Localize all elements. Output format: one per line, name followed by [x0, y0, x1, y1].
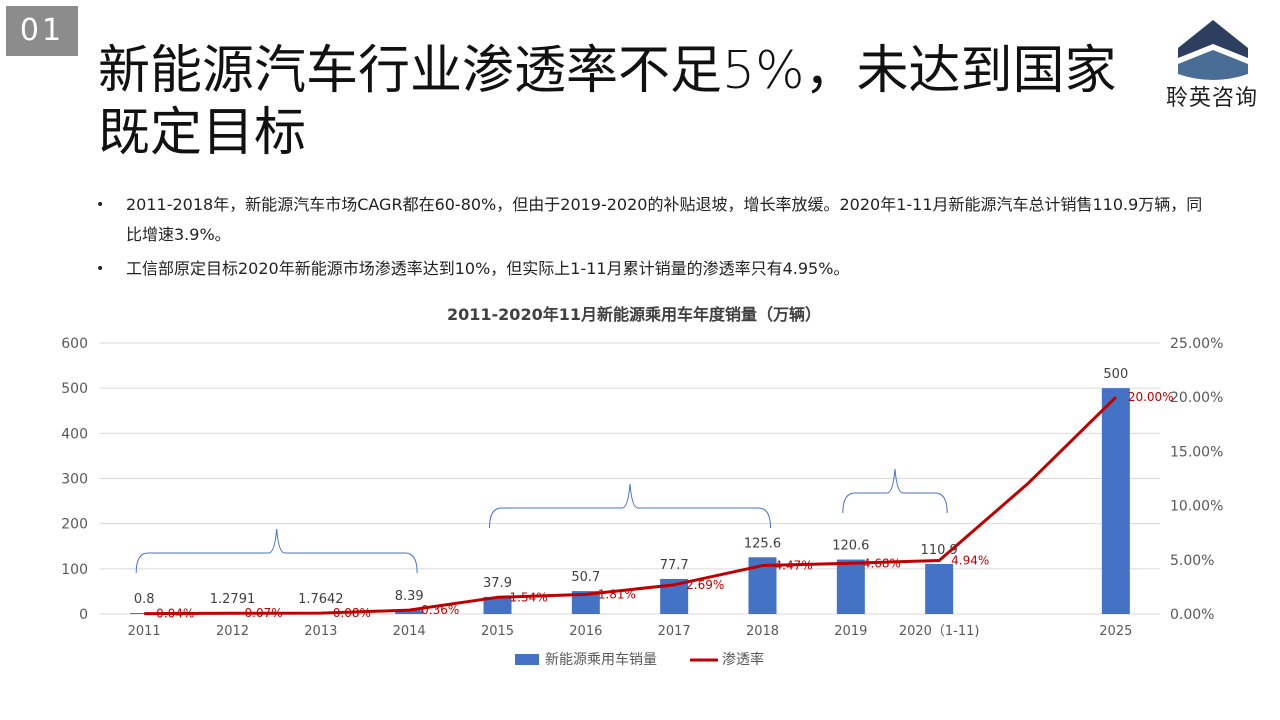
x-tick-label: 2017: [658, 624, 691, 639]
line-value-label: 4.68%: [863, 556, 901, 570]
bar-2019: [836, 559, 865, 614]
x-tick-label: 2020（1-11): [899, 624, 980, 639]
group-bracket: [489, 483, 771, 529]
x-tick-label: 2013: [304, 624, 337, 639]
x-tick-label: 2011: [128, 624, 161, 639]
legend-label-bar: 新能源乘用车销量: [545, 651, 657, 668]
bullet-text: 2011-2018年，新能源汽车市场CAGR都在60-80%，但由于2019-2…: [126, 195, 1203, 244]
y-right-tick-label: 10.00%: [1170, 499, 1223, 515]
bar-value-label: 120.6: [832, 539, 869, 554]
y-right-tick-label: 5.00%: [1170, 553, 1214, 569]
bar-value-label: 0.8: [134, 592, 155, 607]
bar-value-label: 125.6: [744, 536, 781, 551]
line-value-label: 0.08%: [333, 606, 371, 620]
bar-value-label: 500: [1103, 367, 1128, 382]
slide-number-badge: 01: [6, 6, 78, 56]
bar-2015: [483, 596, 512, 614]
x-tick-label: 2019: [834, 624, 867, 639]
bullet-dot: •: [96, 197, 105, 213]
y-left-tick-label: 100: [61, 562, 88, 578]
y-right-tick-label: 0.00%: [1170, 607, 1214, 623]
group-bracket: [842, 468, 948, 514]
bar-2020（1-11): [925, 563, 954, 614]
x-tick-label: 2012: [216, 624, 249, 639]
bullet-item: • 2011-2018年，新能源汽车市场CAGR都在60-80%，但由于2019…: [96, 190, 1216, 250]
y-left-tick-label: 600: [61, 336, 88, 352]
x-tick-label: 2025: [1099, 624, 1132, 639]
y-right-tick-label: 20.00%: [1170, 390, 1223, 406]
logo-text: 聆英咨询: [1165, 86, 1258, 111]
slide-title: 新能源汽车行业渗透率不足5%，未达到国家既定目标: [98, 41, 1117, 163]
y-right-tick-label: 25.00%: [1170, 336, 1223, 352]
bullet-text: 工信部原定目标2020年新能源市场渗透率达到10%，但实际上1-11月累计销量的…: [126, 259, 850, 278]
penetration-line: [144, 396, 1117, 616]
y-left-tick-label: 0: [79, 607, 88, 623]
sales-penetration-chart: 2011-2020年11月新能源乘用车年度销量（万辆） 0 100 200 300 400…: [61, 305, 1223, 668]
line-value-label: 20.00%: [1128, 390, 1174, 404]
x-tick-label: 2014: [393, 624, 426, 639]
bar-value-label: 50.7: [571, 570, 600, 585]
bar-value-label: 1.2791: [210, 592, 256, 607]
bar-2016: [571, 591, 600, 614]
x-tick-label: 2018: [746, 624, 779, 639]
line-value-label: 1.54%: [510, 590, 548, 604]
legend-swatch-bar: [515, 654, 539, 665]
bar-2014: [395, 610, 424, 614]
y-left-tick-label: 200: [61, 517, 88, 533]
bar-value-label: 77.7: [660, 558, 689, 573]
bullet-list: • 2011-2018年，新能源汽车市场CAGR都在60-80%，但由于2019…: [96, 190, 1216, 288]
line-value-label: 0.36%: [421, 603, 459, 617]
y-left-tick-label: 400: [61, 426, 88, 442]
y-right-tick-label: 15.00%: [1170, 444, 1223, 460]
group-bracket: [135, 528, 418, 574]
y-left-tick-label: 500: [61, 381, 88, 397]
line-value-label: 0.04%: [156, 607, 194, 621]
x-tick-label: 2015: [481, 624, 514, 639]
bar-value-label: 1.7642: [298, 592, 344, 607]
line-value-label: 4.47%: [775, 559, 813, 573]
line-value-label: 4.94%: [951, 553, 989, 567]
company-logo-icon: [1178, 20, 1248, 80]
bullet-dot: •: [96, 261, 105, 277]
line-value-label: 0.07%: [245, 606, 283, 620]
x-tick-label: 2016: [569, 624, 602, 639]
chart-title: 2011-2020年11月新能源乘用车年度销量（万辆）: [447, 305, 821, 324]
line-value-label: 2.69%: [686, 578, 724, 592]
line-value-label: 1.81%: [598, 587, 636, 601]
bar-2025: [1101, 388, 1130, 614]
bar-value-label: 37.9: [483, 576, 512, 591]
legend-label-line: 渗透率: [722, 651, 764, 668]
y-left-tick-label: 300: [61, 472, 88, 488]
bullet-item: • 工信部原定目标2020年新能源市场渗透率达到10%，但实际上1-11月累计销…: [96, 254, 1216, 284]
bar-value-label: 8.39: [395, 589, 424, 604]
